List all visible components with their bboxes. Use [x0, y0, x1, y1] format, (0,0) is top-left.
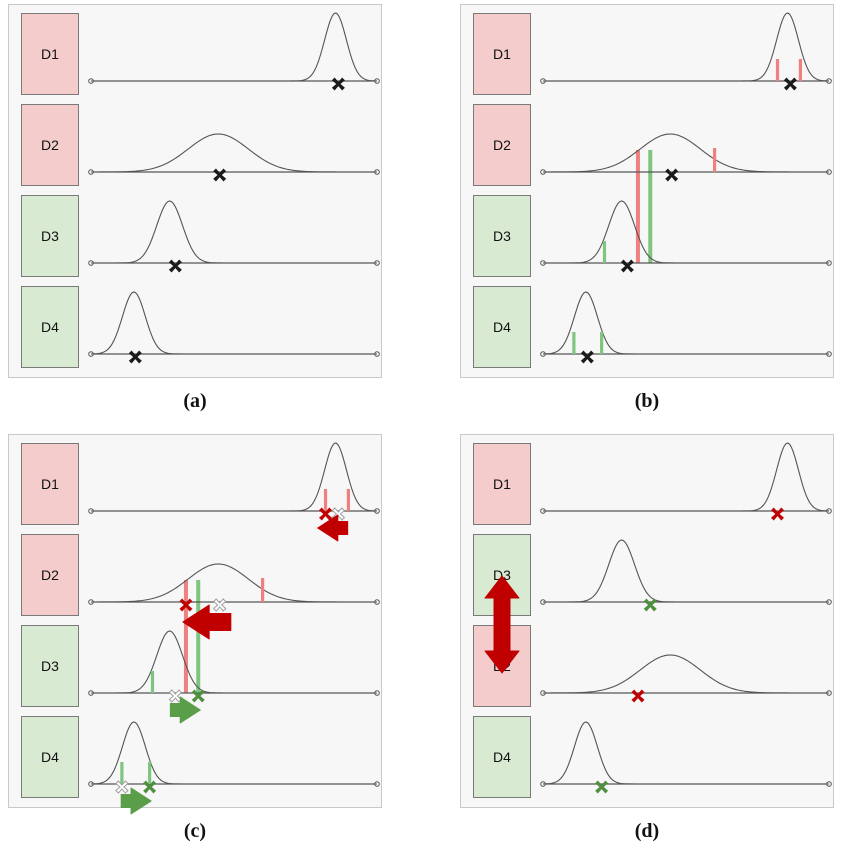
row-label-box-d3[interactable]: D3 [21, 625, 79, 707]
row-label-box-d4[interactable]: D4 [21, 716, 79, 798]
row-label-text: D2 [493, 137, 511, 153]
distribution-curve-d2 [90, 563, 377, 603]
x-marker-d4-1 [143, 780, 157, 794]
distribution-curve-d2 [542, 654, 829, 694]
row-label-text: D3 [41, 658, 59, 674]
x-marker-d1-0 [331, 77, 345, 91]
x-marker-d2-0 [631, 689, 645, 703]
distribution-curve-d4 [90, 291, 377, 355]
row-label-box-d2[interactable]: D2 [21, 104, 79, 186]
row-label-box-d2[interactable]: D2 [473, 104, 531, 186]
x-marker-d4-0 [580, 350, 594, 364]
row-label-box-d1[interactable]: D1 [21, 443, 79, 525]
row-label-text: D3 [41, 228, 59, 244]
panel-caption-b: (b) [634, 390, 660, 412]
distribution-curve-d1 [91, 442, 378, 512]
panel-b: D1 D2 D3 D4 (b) [460, 4, 834, 418]
x-marker-d4-0 [128, 350, 142, 364]
row-label-text: D1 [493, 46, 511, 62]
row-label-box-d4[interactable]: D4 [21, 286, 79, 368]
plot-layer-b [540, 12, 832, 364]
distribution-curve-d2 [90, 133, 377, 173]
row-label-text: D2 [41, 567, 59, 583]
row-label-text: D1 [41, 46, 59, 62]
x-marker-d1-0 [771, 507, 785, 521]
panel-c: D1 D2 D3 D4 (c) [8, 434, 382, 848]
row-label-box-d1[interactable]: D1 [473, 443, 531, 525]
row-label-text: D3 [493, 567, 511, 583]
x-marker-d2-1 [179, 598, 193, 612]
shift-arrow-0 [317, 514, 349, 542]
row-label-text: D1 [493, 476, 511, 492]
shift-arrow-3 [120, 787, 152, 815]
distribution-curve-d3 [543, 200, 829, 264]
panel-caption-d: (d) [634, 820, 660, 842]
plot-layer-c [88, 442, 380, 815]
plot-layer-a [88, 12, 380, 364]
row-label-box-d3[interactable]: D3 [21, 195, 79, 277]
distribution-curve-d1 [91, 12, 378, 82]
distribution-curve-d3 [543, 539, 829, 603]
row-label-box-d3[interactable]: D3 [473, 195, 531, 277]
swap-rows-arrow [484, 575, 520, 674]
distribution-curve-d1 [543, 442, 830, 512]
distribution-curve-d3 [91, 630, 377, 694]
plot-layer-d [484, 442, 832, 794]
panel-body-b: D1 D2 D3 D4 [460, 4, 834, 378]
row-label-text: D4 [41, 749, 59, 765]
panel-body-c: D1 D2 D3 D4 [8, 434, 382, 815]
x-marker-d2-0 [213, 168, 227, 182]
distribution-curve-d2 [542, 133, 829, 173]
row-label-box-d1[interactable]: D1 [473, 13, 531, 95]
x-marker-d3-0 [168, 689, 183, 703]
x-marker-d3-0 [620, 259, 634, 273]
row-label-text: D1 [41, 476, 59, 492]
row-label-text: D3 [493, 228, 511, 244]
row-label-box-d1[interactable]: D1 [21, 13, 79, 95]
x-marker-d3-0 [643, 598, 657, 612]
x-marker-d3-1 [191, 689, 205, 703]
panel-body-a: D1 D2 D3 D4 [8, 4, 382, 378]
x-marker-d2-0 [665, 168, 679, 182]
row-label-text: D4 [493, 319, 511, 335]
x-marker-d1-0 [783, 77, 797, 91]
row-label-box-d3[interactable]: D3 [473, 534, 531, 616]
x-marker-d4-0 [595, 780, 609, 794]
row-label-box-d2[interactable]: D2 [21, 534, 79, 616]
distribution-curve-d1 [543, 12, 830, 82]
panel-d: D1D3D2D4(d) [460, 434, 834, 848]
row-label-text: D4 [493, 749, 511, 765]
x-marker-d2-0 [212, 598, 227, 612]
row-label-box-d4[interactable]: D4 [473, 286, 531, 368]
x-marker-d3-0 [168, 259, 182, 273]
shift-arrow-1 [182, 604, 232, 640]
distribution-curve-d4 [90, 721, 377, 785]
shift-arrow-2 [169, 696, 201, 724]
panel-caption-c: (c) [183, 820, 207, 842]
distribution-curve-d3 [91, 200, 377, 264]
panel-a: D1 D2 D3 D4 (a) [8, 4, 382, 418]
row-label-box-d4[interactable]: D4 [473, 716, 531, 798]
row-label-text: D4 [41, 319, 59, 335]
panel-caption-a: (a) [183, 390, 207, 412]
x-marker-d4-0 [115, 780, 129, 794]
distribution-curve-d4 [542, 291, 829, 355]
distribution-curve-d4 [542, 721, 829, 785]
x-marker-d1-1 [319, 507, 333, 521]
row-label-text: D2 [41, 137, 59, 153]
panel-body-d: D1D3D2D4 [460, 434, 834, 808]
